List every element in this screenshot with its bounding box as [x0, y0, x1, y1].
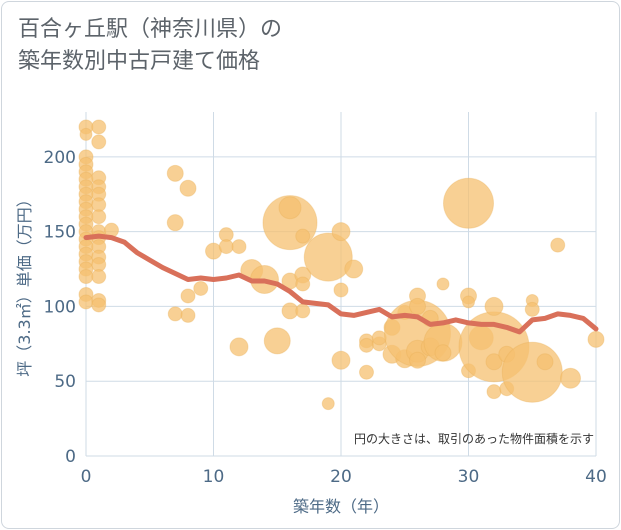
data-bubble — [79, 127, 93, 141]
y-tick-label: 50 — [54, 372, 76, 392]
chart-title-line-1: 百合ヶ丘駅（神奈川県）の — [18, 17, 283, 42]
data-bubble — [295, 276, 311, 292]
data-bubble — [344, 259, 364, 279]
data-bubble — [321, 397, 335, 411]
data-bubble — [434, 344, 452, 362]
data-bubble — [560, 367, 581, 389]
data-bubble — [359, 364, 374, 380]
data-bubble — [218, 239, 234, 255]
data-bubble — [167, 306, 183, 322]
data-bubble — [263, 327, 291, 355]
data-bubble — [231, 239, 247, 255]
data-bubble — [166, 214, 184, 232]
x-axis-ticks: 0 10 20 30 40 — [81, 467, 607, 487]
data-bubble — [409, 351, 426, 369]
y-tick-label: 0 — [65, 447, 76, 467]
data-bubble — [536, 353, 554, 371]
data-bubble — [91, 269, 107, 285]
data-bubble — [91, 134, 107, 150]
data-bubble — [550, 237, 566, 253]
x-axis-title: 築年数（年） — [293, 497, 389, 516]
x-tick-label: 0 — [81, 467, 92, 487]
data-bubble — [436, 277, 450, 291]
data-bubble — [303, 232, 353, 282]
x-tick-label: 10 — [203, 467, 225, 487]
data-bubble — [193, 280, 209, 296]
data-bubble — [78, 294, 94, 310]
data-bubble — [166, 164, 184, 182]
data-bubble — [359, 337, 374, 353]
y-tick-label: 150 — [44, 223, 76, 243]
data-bubble — [501, 341, 563, 403]
data-bubble — [443, 177, 494, 229]
data-bubble — [91, 119, 107, 135]
x-tick-label: 20 — [330, 467, 352, 487]
chart-title: 百合ヶ丘駅（神奈川県）の 築年数別中古戸建て価格 — [18, 14, 282, 78]
data-bubble — [462, 295, 475, 309]
x-tick-label: 40 — [585, 467, 607, 487]
y-axis-ticks: 0 50 100 150 200 — [44, 148, 76, 467]
size-legend-note: 円の大きさは、取引のあった物件面積を示す — [354, 431, 594, 446]
data-bubble — [331, 350, 351, 370]
data-bubble — [295, 303, 311, 319]
data-bubble — [484, 296, 504, 316]
y-tick-label: 200 — [44, 148, 76, 168]
y-axis-title: 坪（3.3㎡）単価（万円） — [15, 191, 34, 376]
y-tick-label: 100 — [44, 297, 76, 317]
data-bubble — [91, 297, 107, 313]
trend-line — [83, 233, 599, 335]
data-bubble — [409, 297, 426, 315]
data-bubble — [333, 282, 349, 298]
data-bubble — [486, 384, 502, 400]
chart-title-line-2: 築年数別中古戸建て価格 — [18, 49, 261, 74]
data-bubble — [78, 269, 94, 285]
data-bubble — [587, 330, 605, 348]
data-bubble — [278, 196, 302, 220]
data-bubble — [180, 288, 196, 304]
x-tick-label: 30 — [458, 467, 480, 487]
data-bubble — [229, 337, 249, 357]
data-bubble — [331, 222, 351, 242]
data-bubble — [295, 228, 311, 244]
data-bubble — [91, 209, 107, 225]
data-bubble — [179, 179, 197, 197]
data-bubble — [485, 353, 503, 371]
data-bubble — [180, 307, 196, 323]
data-bubble — [524, 301, 540, 317]
